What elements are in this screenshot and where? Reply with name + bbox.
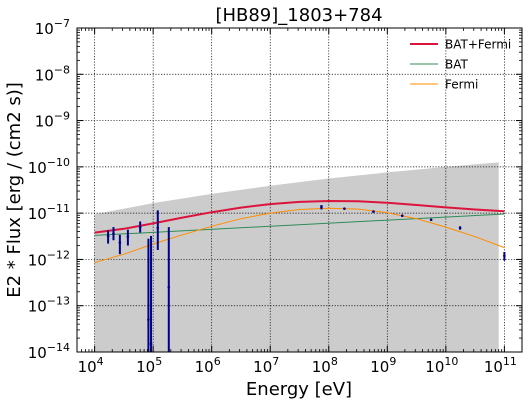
series-line-fermi: [94, 207, 505, 264]
y-tick-label: 10−14: [28, 341, 70, 362]
plot-frame: [76, 27, 523, 353]
legend-label-bat: BAT: [445, 58, 469, 72]
chart-title: [HB89]_1803+784: [215, 5, 382, 26]
y-tick-label: 10−7: [35, 17, 70, 38]
data-marker: [458, 226, 462, 230]
data-point: [149, 236, 153, 352]
y-tick-label: 10−8: [35, 63, 70, 84]
data-marker: [503, 254, 506, 258]
y-tick-label: 10−13: [28, 295, 70, 316]
data-marker: [126, 235, 130, 238]
x-tick-label: 107: [253, 355, 279, 376]
data-marker: [156, 226, 160, 230]
data-point: [372, 210, 375, 213]
data-marker: [118, 241, 122, 244]
uncertainty-band: [94, 162, 499, 352]
data-point: [112, 227, 115, 241]
legend-label-bat-fermi: BAT+Fermi: [445, 38, 511, 52]
data-marker: [106, 234, 110, 238]
y-tick-label: 10−12: [28, 248, 70, 269]
grid-layer: [77, 28, 522, 352]
data-point: [503, 251, 506, 261]
data-marker: [112, 232, 115, 235]
data-point: [138, 221, 142, 233]
data-point: [458, 226, 462, 230]
data-point: [429, 218, 433, 222]
x-tick-label: 105: [136, 355, 162, 376]
x-tick-label: 104: [78, 355, 104, 376]
x-axis-title: Energy [eV]: [246, 379, 352, 400]
series-line-bat: [94, 213, 505, 236]
data-point: [400, 214, 404, 218]
x-tick-label: 109: [370, 355, 396, 376]
data-point: [147, 238, 150, 352]
data-point: [118, 234, 122, 255]
uncertainty-band-layer: [94, 162, 499, 352]
legend-label-fermi: Fermi: [445, 78, 478, 92]
axes-layer: 104 105 106 107 108 109 1010 1011 10−14 10−13 10−1…: [28, 17, 523, 376]
data-marker: [429, 218, 433, 222]
data-marker: [167, 285, 171, 289]
data-marker: [147, 318, 150, 321]
data-point: [156, 210, 160, 250]
data-point: [343, 207, 346, 210]
data-point: [106, 230, 110, 244]
data-point: [126, 229, 130, 246]
data-marker: [149, 342, 153, 346]
data-marker: [372, 210, 375, 213]
y-tick-label: 10−11: [28, 202, 70, 223]
y-axis-title: E2 * Flux [erg / (cm2 s)]: [4, 82, 25, 298]
data-marker: [138, 225, 142, 229]
data-points-layer: [106, 204, 506, 352]
y-tick-label: 10−9: [35, 110, 70, 131]
x-tick-label: 106: [195, 355, 221, 376]
series-layer: [94, 200, 505, 264]
data-marker: [400, 214, 404, 218]
x-tick-label: 1011: [484, 355, 517, 376]
x-tick-label: 108: [312, 355, 338, 376]
series-line-bat-fermi: [94, 200, 505, 234]
data-point: [167, 227, 171, 352]
data-marker: [320, 205, 323, 209]
data-point: [320, 204, 323, 210]
x-tick-label: 1010: [425, 355, 458, 376]
legend: BAT+Fermi BAT Fermi: [410, 38, 511, 92]
data-marker: [343, 207, 346, 210]
y-tick-label: 10−10: [28, 156, 70, 177]
